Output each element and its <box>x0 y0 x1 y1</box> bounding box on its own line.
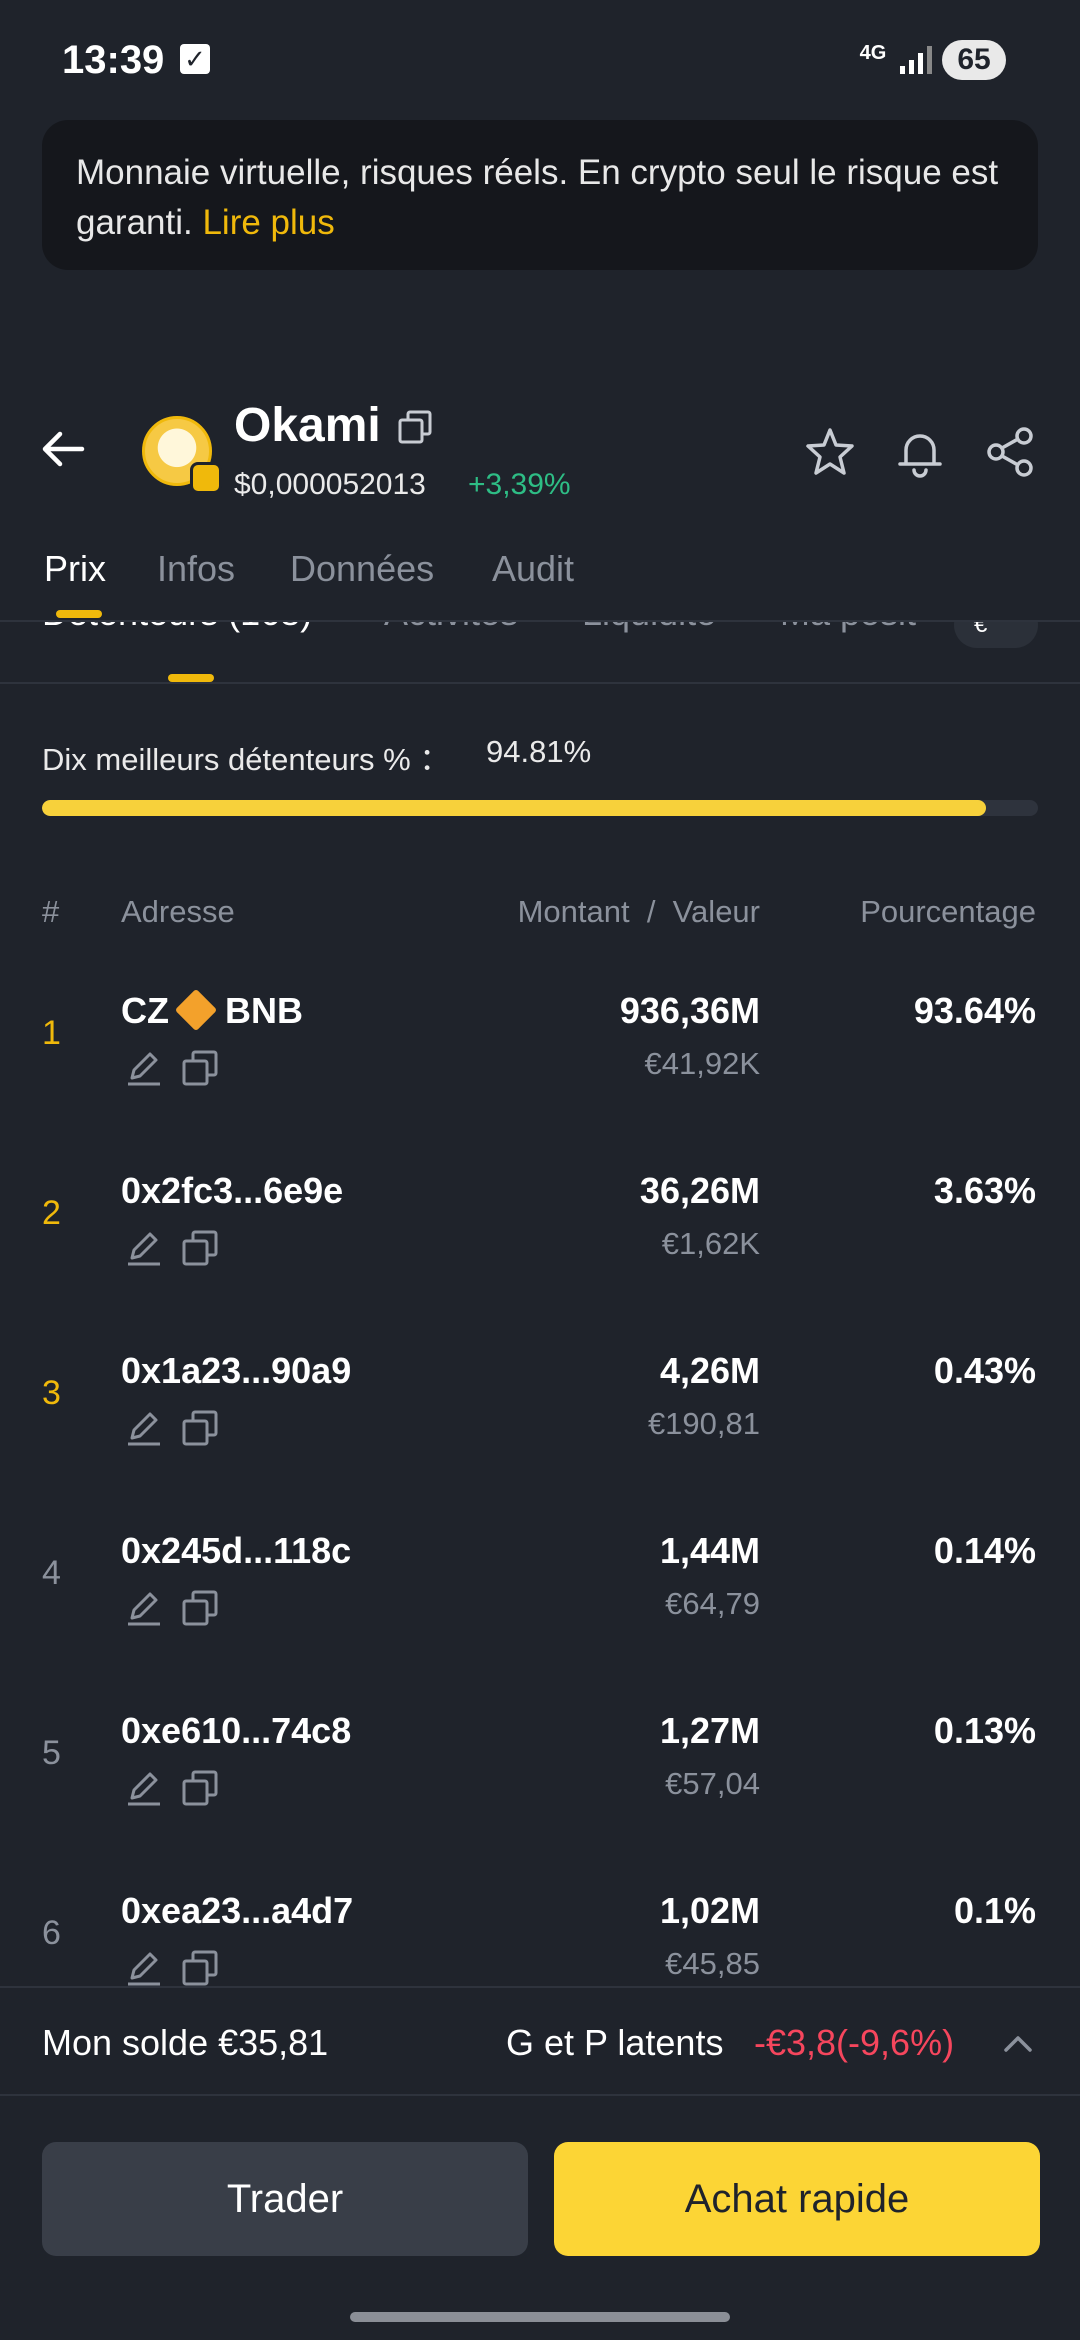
edit-icon[interactable] <box>124 1228 164 1268</box>
row-value: €45,85 <box>665 1946 760 1981</box>
status-time: 13:39 <box>62 38 165 82</box>
tab-prix[interactable]: Prix <box>44 548 106 589</box>
row-amount: 4,26M <box>659 1350 760 1391</box>
row-address: CZ BNB <box>121 988 303 1032</box>
signal-icon <box>900 46 932 74</box>
subtab-activities[interactable]: Activités <box>384 622 518 634</box>
holders-list: 1 CZ BNB 936,36M €41,92K 93.64% 2 0x2fc3.… <box>0 940 1080 1986</box>
table-row[interactable]: 1 CZ BNB 936,36M €41,92K 93.64% <box>0 940 1080 1120</box>
my-balance: Mon solde €35,81 <box>42 2022 329 2063</box>
row-value: €1,62K <box>661 1226 760 1261</box>
row-amount: 1,02M <box>659 1890 760 1931</box>
row-address: 0x245d...118c <box>121 1530 352 1571</box>
row-percentage: 0.1% <box>953 1890 1036 1931</box>
divider <box>0 682 1080 684</box>
tab-infos[interactable]: Infos <box>157 548 236 589</box>
column-rank: # <box>42 894 60 929</box>
row-address: 0xe610...74c8 <box>121 1710 352 1751</box>
address-prefix: CZ <box>121 990 169 1031</box>
edit-icon[interactable] <box>124 1048 164 1088</box>
row-address: 0x1a23...90a9 <box>121 1350 352 1391</box>
read-more-link[interactable]: Lire plus <box>202 203 335 242</box>
address-suffix: BNB <box>225 990 303 1031</box>
tab-audit[interactable]: Audit <box>492 548 575 589</box>
row-amount: 1,27M <box>659 1710 760 1751</box>
risk-warning-text: Monnaie virtuelle, risques réels. En cry… <box>76 153 999 242</box>
token-price: $0,000052013 <box>234 468 426 501</box>
copy-icon[interactable] <box>180 1048 220 1088</box>
back-arrow-icon[interactable] <box>38 424 88 474</box>
active-subtab-indicator <box>168 674 214 682</box>
column-address: Adresse <box>121 894 235 929</box>
copy-icon[interactable] <box>180 1768 220 1808</box>
copy-icon[interactable] <box>180 1228 220 1268</box>
notification-check-icon: ✓ <box>180 44 210 74</box>
table-row[interactable]: 5 0xe610...74c8 1,27M €57,04 0.13% <box>0 1660 1080 1840</box>
battery-icon: 65 <box>942 40 1006 80</box>
row-percentage: 0.43% <box>933 1350 1036 1391</box>
price-change: +3,39% <box>468 468 571 501</box>
quick-buy-button[interactable]: Achat rapide <box>554 2142 1040 2256</box>
row-percentage: 93.64% <box>913 990 1036 1031</box>
top-holders-value: 94.81% <box>486 734 592 769</box>
network-type-icon: 4G <box>859 42 887 64</box>
row-amount: 36,26M <box>639 1170 760 1211</box>
risk-warning-banner: Monnaie virtuelle, risques réels. En cry… <box>42 120 1038 270</box>
favorite-star-icon[interactable] <box>802 424 858 480</box>
row-value: €41,92K <box>644 1046 761 1081</box>
copy-icon[interactable] <box>180 1408 220 1448</box>
bnb-chain-badge-icon <box>190 462 222 494</box>
edit-icon[interactable] <box>124 1588 164 1628</box>
row-rank: 6 <box>42 1914 61 1952</box>
row-address: 0xea23...a4d7 <box>121 1890 354 1931</box>
row-percentage: 0.14% <box>933 1530 1036 1571</box>
token-name: Okami <box>234 399 381 452</box>
table-row[interactable]: 6 0xea23...a4d7 1,02M €45,85 0.1% <box>0 1840 1080 1986</box>
column-amount-value[interactable]: Montant / Valeur <box>517 894 760 929</box>
row-amount: 1,44M <box>659 1530 760 1571</box>
table-row[interactable]: 4 0x245d...118c 1,44M €64,79 0.14% <box>0 1480 1080 1660</box>
copy-icon[interactable] <box>180 1588 220 1628</box>
top-holders-label: Dix meilleurs détenteurs % ： <box>42 742 451 777</box>
home-indicator[interactable] <box>350 2312 730 2322</box>
unrealized-pnl-value: -€3,8(-9,6%) <box>754 2022 955 2063</box>
column-percentage[interactable]: Pourcentage <box>860 894 1036 929</box>
unrealized-pnl-label: G et P latents <box>506 2022 724 2063</box>
table-row[interactable]: 2 0x2fc3...6e9e 36,26M €1,62K 3.63% <box>0 1120 1080 1300</box>
top-holders-progress-bar <box>42 800 1038 816</box>
balance-bar[interactable] <box>0 1986 1080 2096</box>
share-icon[interactable] <box>982 424 1038 480</box>
row-rank: 1 <box>42 1014 61 1052</box>
trade-button[interactable]: Trader <box>42 2142 528 2256</box>
row-rank: 5 <box>42 1734 61 1772</box>
tab-donnees[interactable]: Données <box>290 548 435 589</box>
alert-bell-icon[interactable] <box>892 424 948 480</box>
subtab-my-position[interactable]: Ma posit <box>780 622 916 634</box>
row-rank: 2 <box>42 1194 61 1232</box>
progress-fill <box>42 800 987 816</box>
subtab-liquidity[interactable]: Liquidité <box>582 622 716 634</box>
currency-pill[interactable]: € <box>954 622 1038 648</box>
divider <box>0 620 1080 622</box>
row-amount: 936,36M <box>619 990 760 1031</box>
row-percentage: 0.13% <box>933 1710 1036 1751</box>
copy-icon[interactable] <box>396 408 434 446</box>
edit-icon[interactable] <box>124 1768 164 1808</box>
edit-icon[interactable] <box>124 1948 164 1986</box>
row-value: €57,04 <box>665 1766 760 1801</box>
subtab-holders[interactable]: Détenteurs (168) <box>42 622 312 634</box>
row-value: €64,79 <box>665 1586 760 1621</box>
row-percentage: 3.63% <box>933 1170 1036 1211</box>
copy-icon[interactable] <box>180 1948 220 1986</box>
row-rank: 4 <box>42 1554 61 1592</box>
row-value: €190,81 <box>647 1406 760 1441</box>
table-row[interactable]: 3 0x1a23...90a9 4,26M €190,81 0.43% <box>0 1300 1080 1480</box>
edit-icon[interactable] <box>124 1408 164 1448</box>
bnb-diamond-icon <box>174 988 218 1032</box>
sub-tabs: Détenteurs (168) Activités Liquidité Ma … <box>0 622 1080 680</box>
chevron-up-icon[interactable] <box>1000 2026 1036 2062</box>
row-address: 0x2fc3...6e9e <box>121 1170 344 1211</box>
row-rank: 3 <box>42 1374 61 1412</box>
active-tab-indicator <box>56 610 102 618</box>
